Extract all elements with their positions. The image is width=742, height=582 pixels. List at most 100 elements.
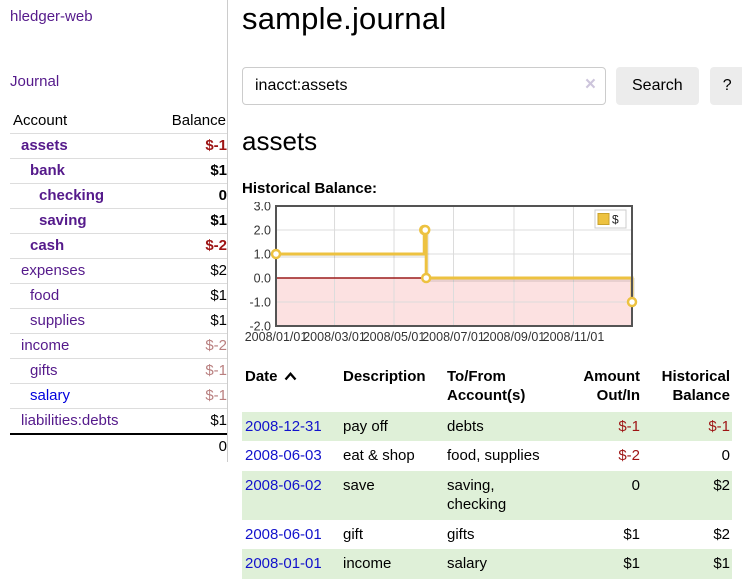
account-name-cell: liabilities:debts [10, 408, 152, 434]
account-row: assets $-1 [10, 133, 227, 159]
register-header-row: Date Description To/From Account(s) Amount … [242, 364, 732, 412]
y-tick-label: 3.0 [254, 202, 271, 214]
account-balance: $-2 [151, 233, 227, 259]
account-balance: $-2 [151, 333, 227, 359]
account-name-cell: gifts [10, 358, 152, 384]
account-link[interactable]: assets [21, 137, 68, 154]
help-button[interactable]: ? [709, 67, 742, 106]
register-header-description: Description [340, 364, 444, 412]
account-balance: $1 [151, 158, 227, 184]
x-tick-label: 2008/11/01 [543, 330, 605, 344]
x-tick-label: 2008/05/01 [363, 330, 426, 344]
register-description: pay off [343, 417, 388, 435]
account-row: supplies $1 [10, 308, 227, 334]
register-date-link[interactable]: 2008-12-31 [245, 417, 322, 435]
register-date-cell: 2008-12-31 [242, 412, 340, 442]
account-name-cell: salary [10, 383, 152, 409]
account-link[interactable]: income [21, 337, 70, 354]
account-link[interactable]: liabilities:debts [21, 412, 119, 429]
account-name-cell: checking [10, 183, 152, 209]
x-tick-label: 2008/01/01 [245, 330, 308, 344]
account-link[interactable]: saving [39, 212, 87, 229]
register-date-link[interactable]: 2008-06-02 [245, 476, 322, 494]
accounts-total-row: 0 [10, 433, 227, 459]
register-row: 2008-06-02 save saving, checking 0 $2 [242, 470, 732, 520]
account-link[interactable]: bank [30, 162, 66, 179]
search-input-wrap: × [242, 67, 606, 106]
register-header-label: Amount Out/In [583, 368, 640, 405]
account-name-cell: cash [10, 233, 152, 259]
register-amount: $-1 [618, 417, 640, 435]
account-balance: 0 [151, 183, 227, 209]
account-link[interactable]: gifts [30, 362, 58, 379]
x-tick-label: 2008/03/01 [303, 330, 366, 344]
register-row: 2008-06-01 gift gifts $1 $2 [242, 520, 732, 550]
account-link[interactable]: salary [30, 387, 71, 404]
register-date-cell: 2008-06-03 [242, 441, 340, 471]
account-row: expenses $2 [10, 258, 227, 284]
register-header-to-from-account-s-: To/From Account(s) [444, 364, 562, 412]
chevron-up-icon [284, 372, 296, 381]
register-header-label: To/From Account(s) [447, 368, 526, 405]
clear-search-icon[interactable]: × [584, 74, 596, 96]
sidebar-item-journal[interactable]: Journal [10, 73, 60, 90]
account-title: assets [242, 126, 318, 157]
register-description: income [343, 555, 392, 573]
register-header-historical-balance: Historical Balance [642, 364, 732, 412]
account-balance: $2 [151, 258, 227, 284]
account-balance: $1 [151, 283, 227, 309]
y-tick-label: -2.0 [249, 320, 271, 334]
account-row: cash $-2 [10, 233, 227, 259]
data-point-marker [626, 297, 638, 308]
register-accounts: salary [447, 555, 488, 573]
accounts-table: Account Balance assets $-1 bank $1 checking 0… [10, 109, 227, 459]
search-input[interactable] [242, 67, 606, 106]
register-balance: $1 [713, 555, 730, 573]
account-balance: $-1 [151, 358, 227, 384]
historical-balance-chart: $ -2.0 -1.0 0.0 1.0 2.0 3.0 2008/01/012008/03/0… [245, 202, 638, 344]
y-tick-label: 1.0 [254, 248, 271, 262]
register-amount: 0 [631, 476, 640, 494]
register-header-label: Date [245, 368, 278, 386]
register-row: 2008-12-31 pay off debts $-1 $-1 [242, 411, 732, 442]
search-button[interactable]: Search [616, 67, 699, 106]
account-link[interactable]: cash [30, 237, 65, 254]
account-name-cell: saving [10, 208, 152, 234]
account-row: food $1 [10, 283, 227, 309]
register-amount: $1 [623, 555, 640, 573]
register-date-link[interactable]: 2008-06-01 [245, 525, 322, 543]
register-date-link[interactable]: 2008-01-01 [245, 555, 322, 573]
account-balance: $1 [151, 208, 227, 234]
account-link[interactable]: food [30, 287, 60, 304]
accounts-header-balance: Balance [171, 112, 226, 129]
data-point-marker [270, 249, 282, 260]
register-header-label: Description [343, 368, 426, 386]
account-row: bank $1 [10, 158, 227, 184]
register-balance: 0 [721, 447, 730, 465]
register-description: gift [343, 525, 364, 543]
register-date-cell: 2008-01-01 [242, 549, 340, 579]
account-link[interactable]: expenses [21, 262, 86, 279]
page-title: sample.journal [242, 1, 447, 36]
register-date-cell: 2008-06-02 [242, 471, 340, 520]
account-balance: $1 [151, 308, 227, 334]
register-header-label: Historical Balance [661, 368, 730, 405]
register-date-link[interactable]: 2008-06-03 [245, 447, 322, 465]
y-tick-label: -1.0 [249, 296, 271, 310]
data-point-marker [419, 225, 431, 236]
legend-label: $ [612, 213, 619, 227]
register-row: 2008-01-01 income salary $1 $1 [242, 549, 732, 579]
register-description: eat & shop [343, 447, 415, 465]
account-name-cell: supplies [10, 308, 152, 334]
account-row: salary $-1 [10, 383, 227, 409]
account-row: income $-2 [10, 333, 227, 359]
search-bar: × Search ? [242, 67, 742, 106]
accounts-total-value: 0 [151, 433, 227, 459]
brand-link[interactable]: hledger-web [10, 8, 93, 25]
account-link[interactable]: checking [39, 187, 105, 204]
account-link[interactable]: supplies [30, 312, 86, 329]
register-header-date[interactable]: Date [242, 364, 340, 412]
legend-swatch [597, 213, 610, 226]
data-point-marker [420, 273, 432, 284]
